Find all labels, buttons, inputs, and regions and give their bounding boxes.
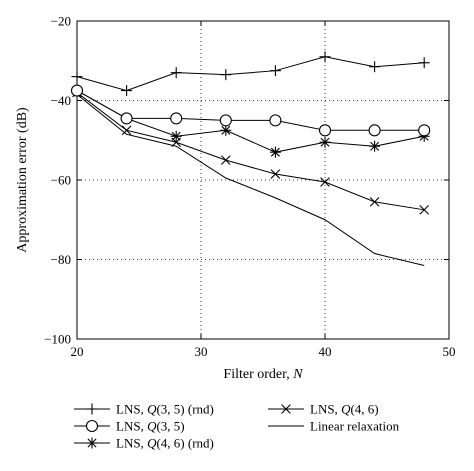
plus-marker: [369, 61, 381, 73]
legend-label-q: Q: [147, 436, 157, 451]
circle-marker: [368, 124, 381, 137]
legend-label-prefix: LNS,: [116, 436, 147, 451]
circle-marker: [70, 84, 84, 97]
x-tick-label: 50: [443, 344, 456, 359]
plus-marker: [86, 403, 98, 415]
marker-stroke: [320, 177, 330, 187]
x-marker: [369, 197, 380, 207]
legend-label-args: (4, 6): [350, 402, 378, 417]
y-axis-label: Approximation error (dB): [15, 107, 30, 253]
x-axis-label: Filter order, N: [223, 367, 303, 382]
star-marker: [369, 140, 381, 152]
legend-label-q: Q: [341, 402, 351, 417]
circle-marker: [120, 112, 133, 125]
series-line: [76, 92, 425, 211]
circle-marker: [85, 419, 99, 433]
legend-label-args: (3, 5) (rnd): [156, 402, 213, 417]
x-tick-label: 30: [195, 344, 208, 359]
x-marker: [221, 155, 231, 165]
plus-marker: [71, 71, 83, 83]
series-2: [70, 84, 431, 137]
legend-label-prefix: LNS,: [116, 419, 147, 434]
series-5: [76, 94, 425, 266]
plus-marker: [170, 67, 182, 79]
series-layer: [70, 51, 431, 266]
marker-stroke: [369, 197, 380, 207]
marker-stroke: [87, 438, 97, 448]
series-line: [76, 94, 425, 266]
marker-stroke: [370, 141, 380, 151]
x-tick-label: 40: [319, 344, 332, 359]
plus-marker: [121, 85, 133, 97]
star-marker: [170, 130, 182, 142]
legend-label: LNS, Q(3, 5): [116, 419, 185, 434]
circle-marker: [318, 124, 332, 137]
legend-item: LNS, Q(4, 6): [268, 402, 379, 417]
star-marker: [269, 146, 281, 158]
legend-label: LNS, Q(3, 5) (rnd): [116, 402, 214, 417]
marker-stroke: [121, 125, 132, 136]
plus-marker: [220, 69, 232, 81]
marker-stroke: [270, 169, 281, 179]
y-tick-label: −40: [51, 93, 71, 108]
x-marker: [320, 177, 330, 187]
circle-marker: [170, 112, 183, 125]
legend-label: Linear relaxation: [310, 419, 400, 434]
x-axis-label-main: Filter order,: [223, 367, 293, 382]
star-marker: [86, 437, 98, 449]
marker-stroke: [320, 137, 330, 147]
plus-marker: [418, 57, 430, 69]
y-tick-label: −20: [51, 14, 71, 29]
plus-marker: [269, 65, 281, 77]
star-marker: [319, 136, 331, 148]
marker-stroke: [270, 147, 280, 157]
marker-stroke: [221, 125, 231, 135]
series-line: [76, 90, 425, 131]
legend-label-q: Q: [147, 419, 157, 434]
circle-marker: [269, 114, 282, 127]
legend-label: LNS, Q(4, 6) (rnd): [116, 436, 214, 451]
circle-marker: [418, 124, 431, 137]
marker-stroke: [221, 155, 231, 165]
legend-label-q: Q: [147, 402, 157, 417]
marker-stroke: [281, 404, 291, 414]
circle-marker: [219, 114, 232, 127]
x-marker: [419, 205, 429, 215]
x-marker: [270, 169, 281, 179]
legend-label-args: (4, 6) (rnd): [156, 436, 213, 451]
x-marker: [121, 125, 132, 136]
plus-marker: [319, 51, 331, 63]
y-tick-label: −60: [51, 173, 71, 188]
x-axis-label-variable: N: [292, 367, 303, 382]
legend-label-prefix: LNS,: [116, 402, 147, 417]
series-line: [76, 56, 425, 92]
legend-item: LNS, Q(3, 5) (rnd): [74, 402, 214, 417]
y-tick-label: −100: [44, 332, 71, 347]
legend-item: LNS, Q(4, 6) (rnd): [74, 436, 214, 451]
legend-label: LNS, Q(4, 6): [310, 402, 379, 417]
marker-stroke: [171, 131, 181, 141]
x-marker: [281, 404, 291, 414]
legend-label-prefix: LNS,: [310, 402, 341, 417]
legend: LNS, Q(3, 5) (rnd) LNS, Q(4, 6)LNS, Q(3, …: [74, 402, 400, 451]
legend-item: Linear relaxation: [268, 419, 400, 434]
x-tick-label: 20: [71, 344, 84, 359]
legend-item: LNS, Q(3, 5): [74, 419, 185, 434]
series-line: [76, 90, 425, 153]
legend-label-prefix: Linear relaxation: [310, 419, 400, 434]
series-1: [71, 51, 430, 97]
y-tick-label: −80: [51, 252, 71, 267]
legend-label-args: (3, 5): [156, 419, 184, 434]
axis-ticks: 20 30 40 50 −20 −40 −60 −80 −100: [44, 14, 455, 360]
marker-stroke: [419, 205, 429, 215]
star-marker: [220, 124, 232, 136]
